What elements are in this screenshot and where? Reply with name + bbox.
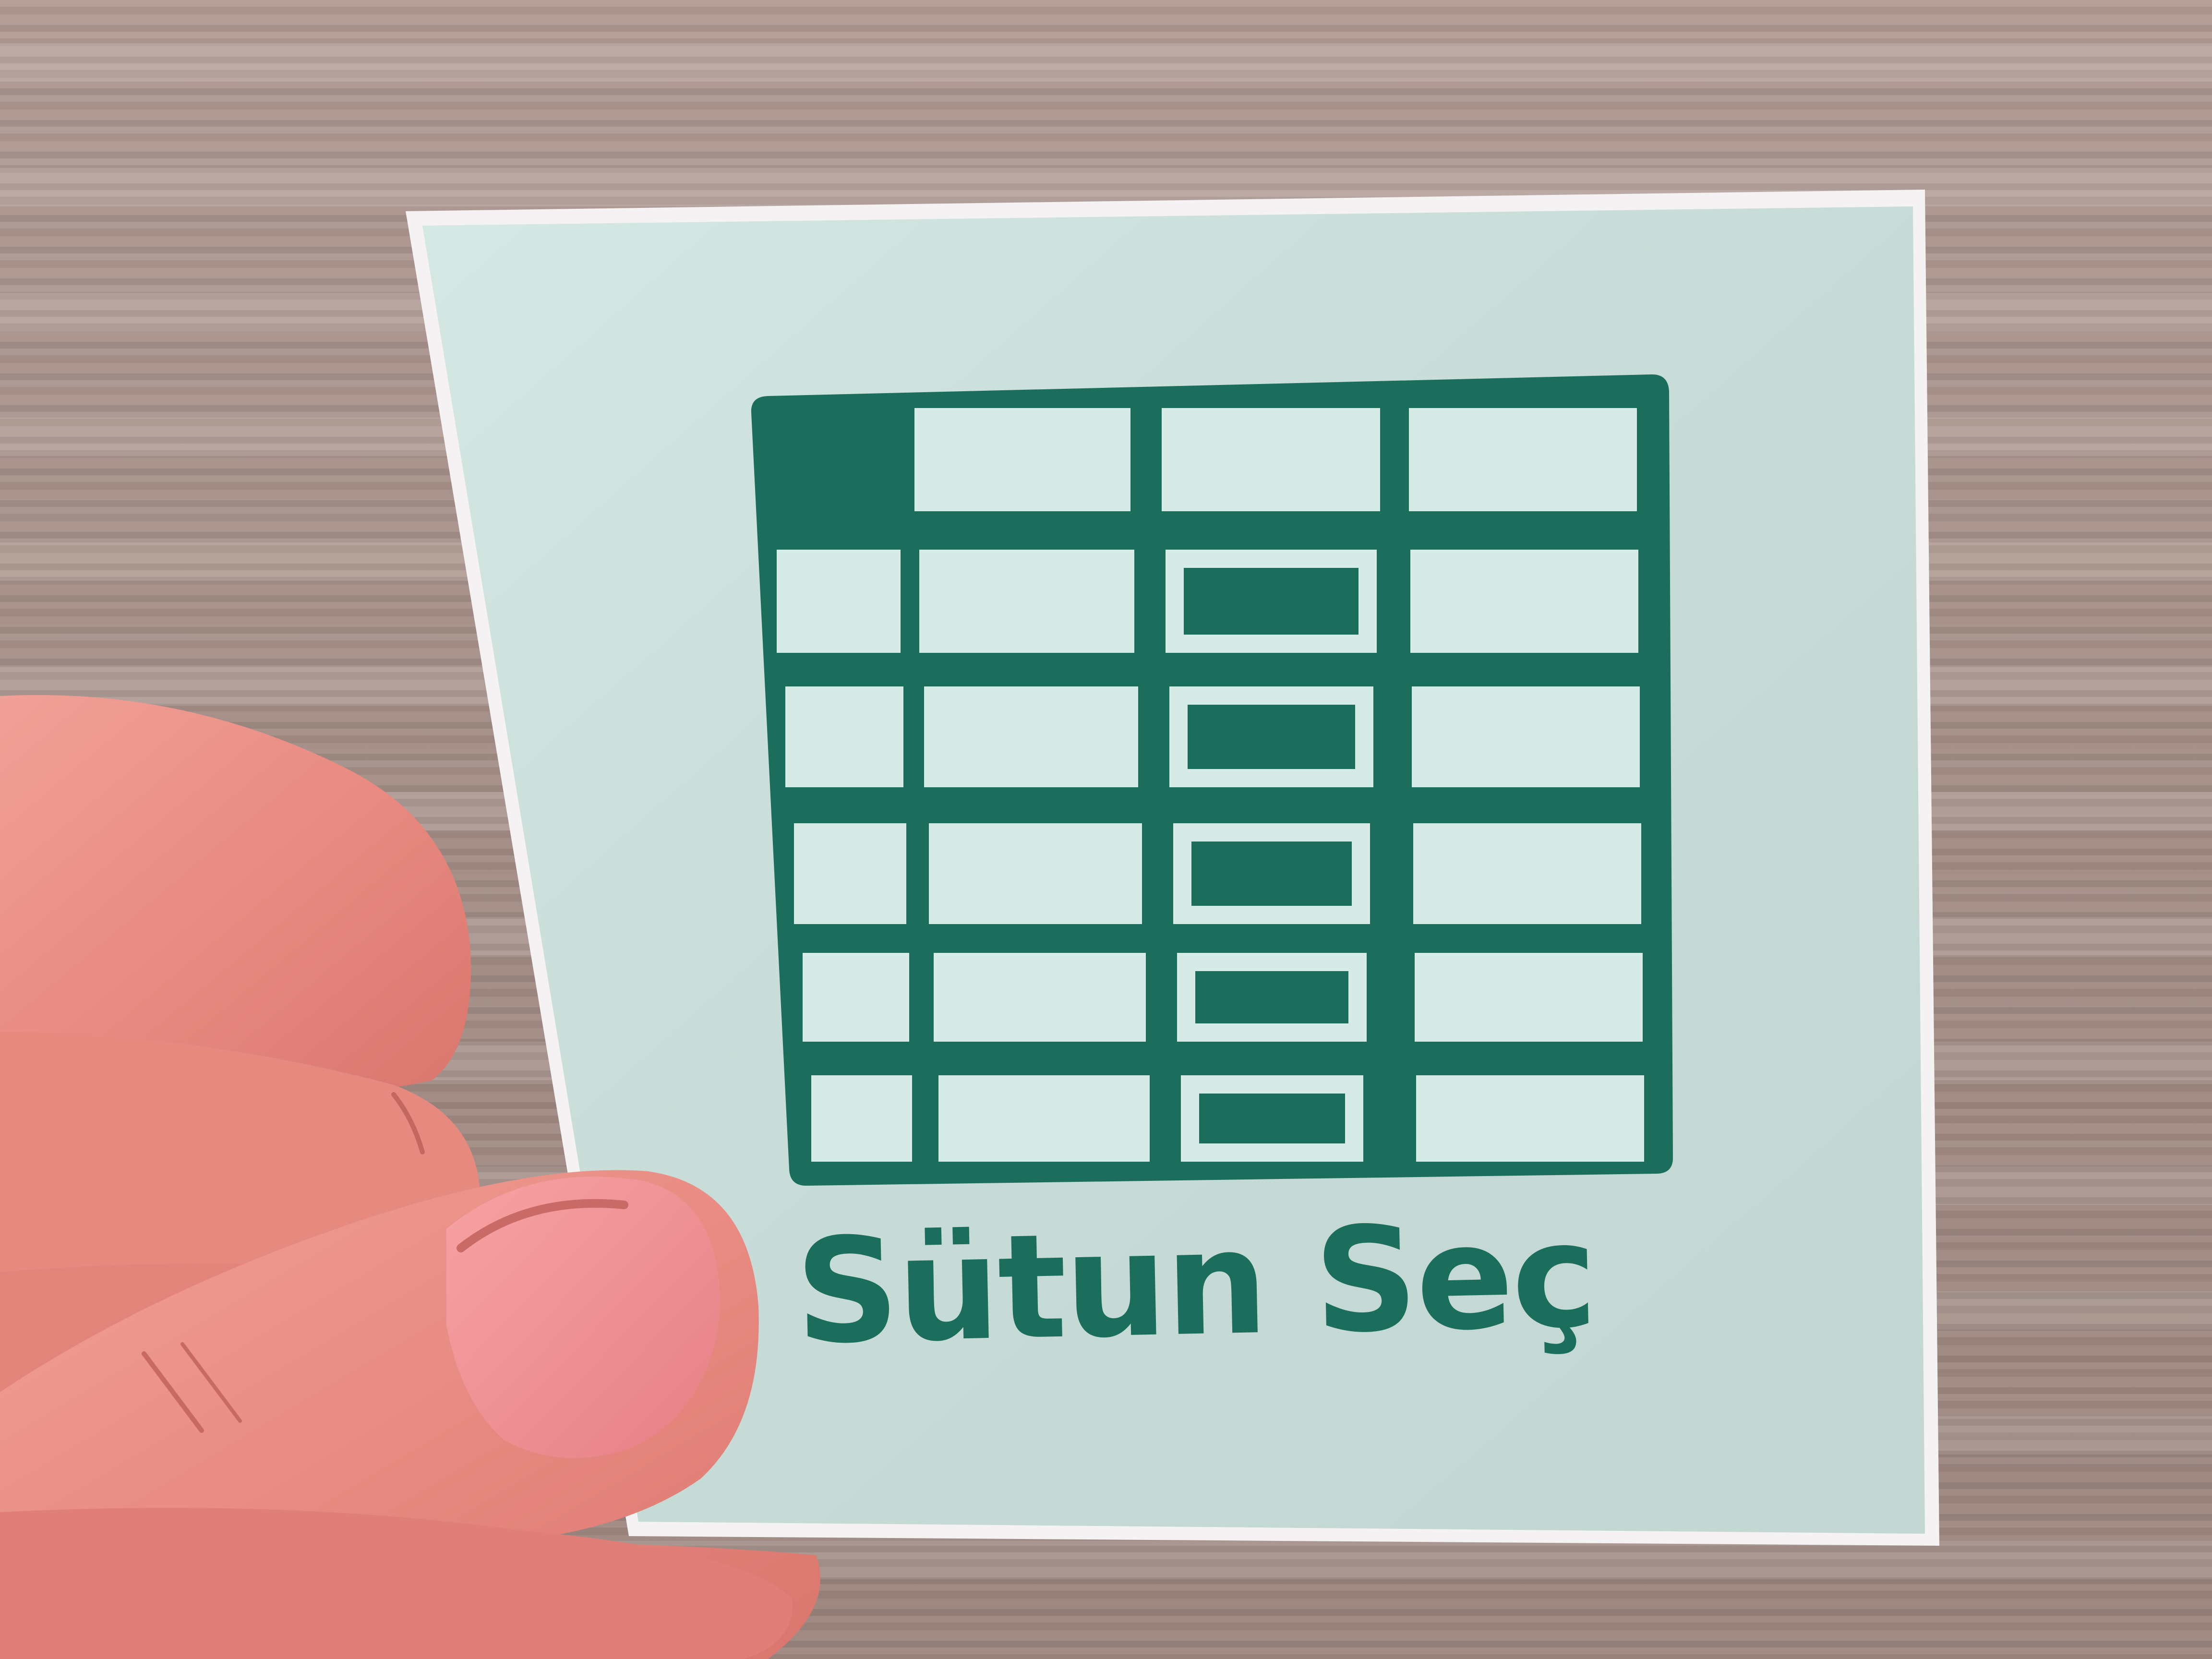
table-cell [1410, 550, 1638, 653]
palm [0, 1508, 793, 1659]
table-cell [1413, 823, 1641, 924]
knuckle-crease [142, 1351, 204, 1433]
table-cell [803, 953, 909, 1042]
index-finger [0, 695, 471, 1091]
table-cell [1416, 1075, 1644, 1162]
table-cell [1409, 408, 1637, 511]
table-cell [1412, 686, 1640, 787]
table-cell [1162, 408, 1380, 511]
table-cell [929, 823, 1142, 924]
table-cell [919, 550, 1134, 653]
thumbnail [446, 1177, 720, 1458]
selected-column-cell [1184, 568, 1358, 635]
selected-column-cell [1188, 705, 1355, 769]
table-cell [1415, 953, 1643, 1042]
table-cell [924, 686, 1138, 787]
table-cell [914, 408, 1130, 511]
table-cell [938, 1075, 1150, 1162]
selected-column-cell [1195, 971, 1348, 1023]
table-cell [934, 953, 1146, 1042]
table-cell [785, 686, 903, 787]
selected-column-cell [1199, 1094, 1345, 1143]
knuckle-crease [180, 1342, 242, 1423]
table-cell [794, 823, 906, 924]
selected-column-cell [1191, 842, 1352, 906]
finger-crease [391, 1092, 425, 1154]
table-cell [811, 1075, 912, 1162]
table-cell [777, 550, 901, 653]
nail-cuticle [457, 1199, 628, 1252]
